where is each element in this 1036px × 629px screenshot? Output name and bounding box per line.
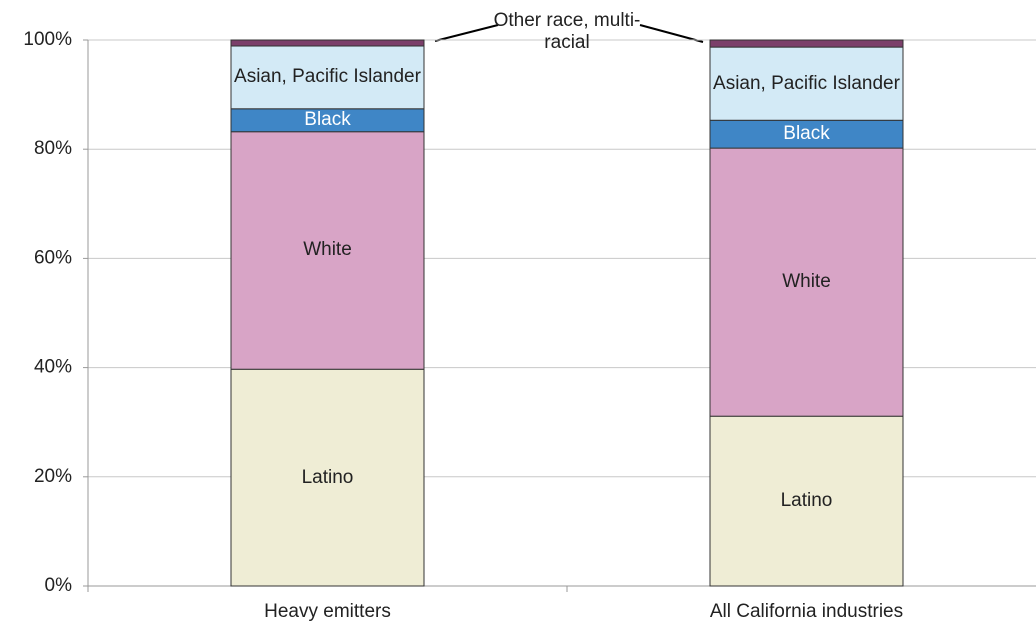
bar-segment: [709, 147, 904, 417]
leader-line: [639, 24, 704, 43]
segment-label-box: Black: [783, 123, 830, 145]
bar-segment: [230, 368, 425, 587]
segment-label: Asian, Pacific Islander: [234, 66, 421, 88]
x-tick-label: Heavy emitters: [264, 601, 391, 622]
bar-segment: [709, 415, 904, 587]
segment-label-box: Asian, Pacific Islander: [713, 72, 900, 94]
y-tick-label: 100%: [23, 29, 72, 50]
y-tick-label: 60%: [34, 247, 72, 268]
segment-label-box: White: [303, 239, 352, 261]
bar-segment: [230, 131, 425, 370]
annotation-box: Other race, multi-racial: [493, 10, 641, 53]
segment-label-box: Latino: [780, 490, 833, 512]
segment-label-box: Latino: [301, 466, 354, 488]
y-tick-label: 0%: [45, 575, 73, 596]
annotation: Other race, multi-racial: [493, 10, 641, 53]
y-tick-label: 40%: [34, 357, 72, 378]
segment-label-box: Asian, Pacific Islander: [234, 66, 421, 88]
segment-label-box: Black: [304, 109, 351, 131]
x-tick-label: All California industries: [710, 601, 903, 622]
segment-label: Black: [783, 123, 830, 145]
y-tick-label: 20%: [34, 466, 72, 487]
bar-segment: [709, 119, 904, 149]
bar-segment: [230, 39, 425, 47]
segment-label: White: [782, 271, 831, 293]
segment-label: Black: [304, 109, 351, 131]
segment-label: Latino: [780, 490, 833, 512]
segment-label-box: White: [782, 271, 831, 293]
segment-label: Latino: [301, 466, 354, 488]
bar-segment: [709, 46, 904, 121]
y-tick-label: 80%: [34, 138, 72, 159]
bar-segment: [709, 39, 904, 48]
segment-label: Asian, Pacific Islander: [713, 72, 900, 94]
leader-line: [434, 24, 499, 42]
segment-label: White: [303, 239, 352, 261]
